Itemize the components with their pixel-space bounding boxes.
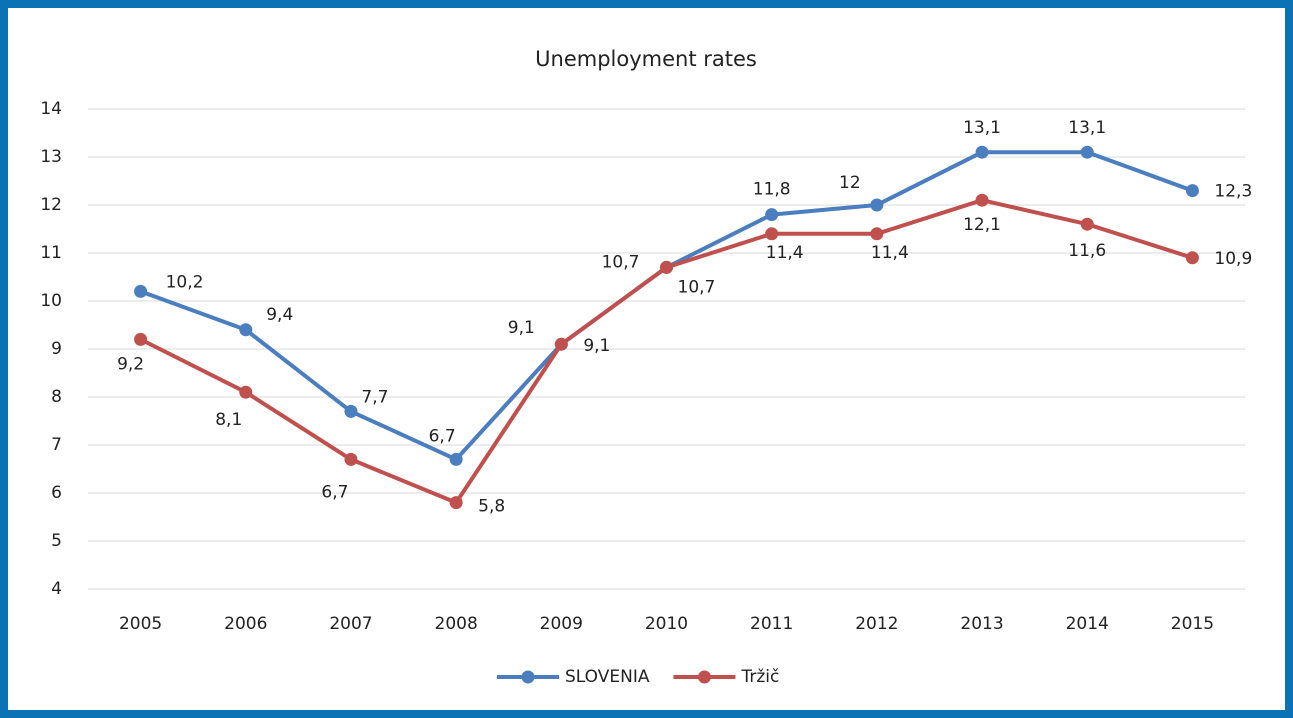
data-label: 10,7 xyxy=(602,252,640,272)
data-point xyxy=(449,496,463,510)
legend-marker xyxy=(697,670,711,684)
x-tick-label: 2008 xyxy=(435,614,478,634)
x-tick-label: 2015 xyxy=(1171,614,1214,634)
data-label: 6,7 xyxy=(321,482,348,502)
x-tick-label: 2007 xyxy=(329,614,372,634)
data-label: 12,1 xyxy=(963,215,1001,235)
y-tick-label: 7 xyxy=(51,435,62,455)
y-tick-label: 12 xyxy=(40,195,62,215)
data-label: 5,8 xyxy=(478,497,505,517)
data-label: 9,1 xyxy=(583,336,610,356)
data-label: 12,3 xyxy=(1214,182,1252,202)
data-label: 8,1 xyxy=(215,410,242,430)
data-point xyxy=(1080,217,1094,231)
y-tick-label: 6 xyxy=(51,483,62,503)
legend-label: Tržič xyxy=(740,667,779,687)
x-tick-label: 2013 xyxy=(960,614,1003,634)
x-tick-label: 2014 xyxy=(1066,614,1109,634)
data-point xyxy=(765,208,779,222)
y-tick-label: 8 xyxy=(51,387,62,407)
data-label: 10,7 xyxy=(678,277,716,297)
y-tick-label: 9 xyxy=(51,339,62,359)
y-tick-label: 11 xyxy=(40,243,62,263)
x-tick-label: 2010 xyxy=(645,614,688,634)
legend-label: SLOVENIA xyxy=(565,667,650,687)
data-point xyxy=(554,337,568,351)
y-tick-label: 13 xyxy=(40,147,62,167)
data-label: 10,9 xyxy=(1214,249,1252,269)
data-point xyxy=(1080,145,1094,159)
data-point xyxy=(344,452,358,466)
data-point xyxy=(344,404,358,418)
x-tick-label: 2012 xyxy=(855,614,898,634)
data-point xyxy=(870,227,884,241)
data-point xyxy=(1185,251,1199,265)
data-label: 9,4 xyxy=(266,305,293,325)
legend-marker xyxy=(521,670,535,684)
data-point xyxy=(975,193,989,207)
x-tick-label: 2009 xyxy=(540,614,583,634)
data-label: 11,4 xyxy=(766,243,804,263)
data-label: 9,1 xyxy=(508,318,535,338)
data-label: 6,7 xyxy=(429,426,456,446)
data-point xyxy=(239,323,253,337)
y-tick-label: 4 xyxy=(51,579,62,599)
data-point xyxy=(870,198,884,212)
data-point xyxy=(134,332,148,346)
data-label: 11,4 xyxy=(871,243,909,263)
data-point xyxy=(975,145,989,159)
data-label: 11,8 xyxy=(753,180,791,200)
x-tick-label: 2006 xyxy=(224,614,267,634)
data-label: 13,1 xyxy=(963,118,1001,138)
x-tick-label: 2005 xyxy=(119,614,162,634)
y-tick-label: 5 xyxy=(51,531,62,551)
x-tick-label: 2011 xyxy=(750,614,793,634)
data-label: 11,6 xyxy=(1068,241,1106,261)
series-line xyxy=(139,150,1194,462)
data-point xyxy=(660,260,673,274)
data-point xyxy=(1185,184,1199,198)
data-label: 10,2 xyxy=(166,272,204,292)
chart-title: Unemployment rates xyxy=(535,47,757,71)
y-tick-label: 10 xyxy=(40,291,62,311)
data-point xyxy=(239,385,253,399)
data-point xyxy=(765,227,779,241)
data-point xyxy=(449,452,463,466)
series-line xyxy=(139,198,1194,505)
data-label: 12 xyxy=(839,173,861,193)
data-point xyxy=(134,284,148,298)
data-label: 13,1 xyxy=(1068,118,1106,138)
y-tick-label: 14 xyxy=(40,99,62,119)
data-label: 9,2 xyxy=(117,354,144,374)
data-label: 7,7 xyxy=(361,387,388,407)
